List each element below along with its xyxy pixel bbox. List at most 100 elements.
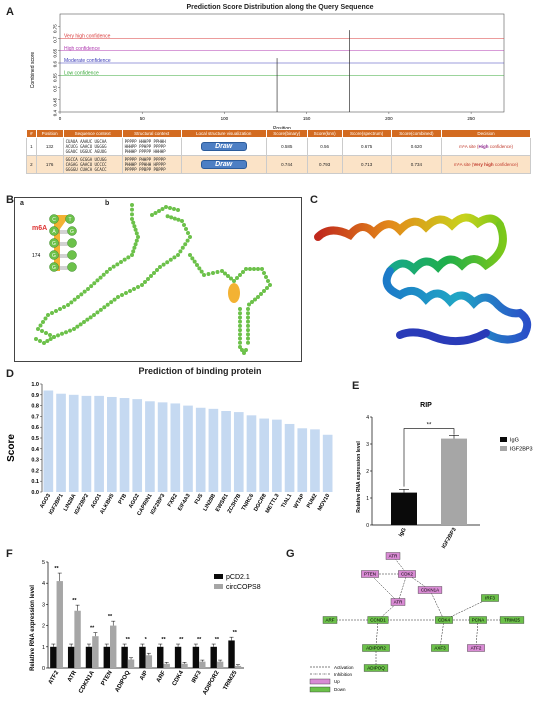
nucleotide: [238, 307, 242, 311]
nucleotide: [49, 250, 59, 260]
category-label: FXR2: [167, 493, 179, 508]
nucleotide-letter: G: [52, 241, 56, 247]
legend-entry: Very high confidence: [64, 34, 111, 40]
category-label: IGF2BP3: [441, 527, 458, 550]
bar: [157, 646, 164, 668]
nucleotide: [89, 284, 94, 289]
nucleotide: [131, 249, 136, 254]
bar: [157, 402, 168, 492]
bar: [441, 438, 467, 525]
draw-button[interactable]: Draw: [200, 160, 247, 169]
panel-d-bars: [43, 390, 333, 492]
y-tick-label: 0.5: [53, 85, 58, 92]
category-label: AGO1: [90, 493, 103, 510]
panel-e-plot: 0 1 2 3 4 IgG IGF2BP3 ** IgG IGF2BP3: [366, 415, 532, 550]
legend-up-swatch: [309, 678, 331, 685]
decision: m⁶A site (Very high confidence): [441, 155, 531, 174]
panel-a-title: Prediction Score Distribution along the …: [186, 4, 374, 11]
y-tick-label: 3: [366, 442, 369, 448]
pathway-node-label: TRIM25: [504, 618, 521, 623]
nucleotide: [78, 322, 83, 327]
nucleotide: [241, 270, 245, 274]
nucleotide: [75, 324, 80, 329]
nucleotide: [238, 319, 242, 324]
panel-b-frame: [14, 197, 302, 362]
x-tick-label: 200: [385, 116, 393, 121]
bar: [81, 395, 92, 492]
category-label: ADIPOR2: [202, 669, 221, 696]
y-tick-label: 0.9: [31, 393, 39, 399]
nucleotide: [65, 214, 75, 224]
nucleotide: [131, 220, 136, 225]
nucleotide: [264, 275, 268, 279]
nucleotide: [54, 309, 58, 313]
bar: [195, 407, 206, 492]
nucleotide: [220, 269, 224, 273]
row-num: 2: [26, 155, 37, 174]
panel-a-score-plot: Combined score 0.40.450.50.550.60.650.70…: [30, 13, 505, 132]
panel-b-sub-b: b: [105, 200, 110, 207]
nucleotide: [256, 267, 260, 271]
bar: [68, 394, 79, 492]
struct-line: PHHHP PPHHH HPPPP: [124, 162, 166, 167]
nucleotide: [112, 297, 117, 302]
panel-f-ylabel: Relative RNA expression level: [30, 585, 36, 671]
helix-3: [382, 267, 532, 344]
nucleotide: [72, 327, 76, 331]
nucleotide: [206, 272, 211, 276]
nucleotide: [164, 205, 168, 209]
nucleotide: [43, 316, 48, 321]
nucleotide: [130, 217, 134, 221]
nucleotide: [38, 323, 43, 328]
draw-button[interactable]: Draw: [200, 142, 247, 151]
nucleotide: [153, 211, 158, 215]
y-tick-label: 0.55: [53, 73, 58, 82]
row-position: 132: [35, 137, 64, 156]
category-label: MOV10: [317, 493, 332, 512]
bar: [103, 646, 111, 668]
pathway-node: [469, 616, 487, 624]
draw-cell: Draw: [180, 137, 267, 156]
y-tick-label: 1.0: [31, 382, 39, 388]
bar: [210, 646, 217, 668]
nucleotide: [180, 219, 184, 223]
col-header: Score(binary): [265, 129, 308, 138]
y-tick-label: 0.6: [53, 61, 58, 68]
legend-label: circCOPS8: [226, 584, 261, 591]
nucleotide: [49, 214, 59, 224]
nucleotide: [45, 339, 50, 343]
panel-d-axes: 0.0 0.1 0.2 0.3 0.4 0.5 0.6 0.7 0.8 0.9 1.0: [31, 382, 43, 496]
nucleotide: [88, 315, 93, 320]
nucleotide: [176, 217, 181, 222]
draw-cell: Draw: [180, 155, 267, 174]
nucleotide: [165, 260, 170, 265]
m6a-label: m6A: [32, 225, 47, 232]
nucleotide: [238, 311, 242, 316]
y-tick-label: 1: [42, 645, 45, 651]
nucleotide: [66, 303, 70, 307]
prediction-table: # Position Sequence context Structural c…: [26, 129, 531, 174]
nucleotide: [232, 279, 236, 283]
pathway-node: [435, 616, 453, 624]
seq-line: ACUCG GAACU UGGGG: [65, 144, 107, 149]
nucleotide: [101, 272, 106, 277]
pathway-node-label: CDK2: [401, 572, 414, 577]
seq-line: GGCCA GCGGA UCUGG: [65, 157, 107, 162]
panel-d-title: Prediction of binding protein: [138, 366, 262, 376]
panel-d-bar-chart: Score 0.00.10.20.30.40.50.60.70.80.91.0 …: [6, 382, 333, 517]
y-tick-label: 4: [366, 415, 369, 421]
pathway-node: [361, 570, 379, 578]
bar: [234, 665, 242, 668]
score-spectrum: 0.713: [341, 155, 392, 174]
nucleotide: [68, 328, 72, 333]
nucleotide: [119, 260, 123, 264]
nucleotide: [265, 286, 269, 290]
panel-a-ylabel: Combined score: [30, 52, 36, 89]
col-header: Local structure visualization: [180, 129, 267, 138]
score-binary: 0.744: [265, 155, 308, 174]
nucleotide: [104, 269, 109, 274]
nucleotide: [185, 238, 190, 243]
category-label: IRF3: [191, 669, 203, 684]
nucleotide: [64, 330, 68, 335]
significance-label: **: [90, 626, 95, 632]
